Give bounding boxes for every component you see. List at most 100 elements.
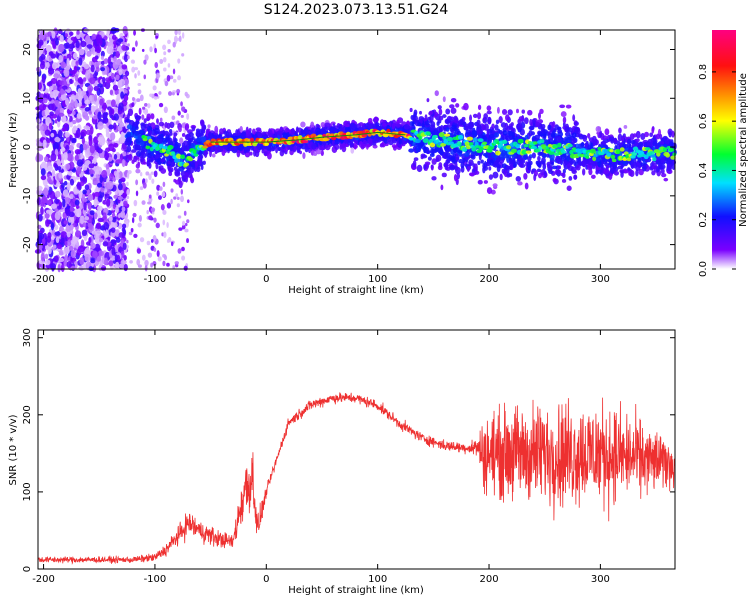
heatmap-cell <box>457 149 463 154</box>
heatmap-cell <box>163 51 167 56</box>
heatmap-cell <box>446 159 451 164</box>
heatmap-cell <box>141 152 147 159</box>
heatmap-cell <box>54 198 60 204</box>
heatmap-cell <box>237 146 244 151</box>
heatmap-cell <box>58 251 64 256</box>
heatmap-cell <box>140 141 145 146</box>
heatmap-cell <box>663 177 669 182</box>
heatmap-cell <box>97 111 102 120</box>
heatmap-cell <box>50 222 55 231</box>
heatmap-cell <box>110 239 117 244</box>
heatmap-cell <box>436 121 440 126</box>
heatmap-cell <box>505 165 511 170</box>
heatmap-cell <box>411 121 415 127</box>
heatmap-cell <box>45 209 52 214</box>
heatmap-cell <box>177 58 181 64</box>
heatmap-cell <box>83 77 87 82</box>
heatmap-cell <box>488 174 494 180</box>
heatmap-cell <box>666 163 672 172</box>
heatmap-cell <box>88 237 92 244</box>
heatmap-cell <box>159 58 164 65</box>
heatmap-cell <box>180 195 185 203</box>
heatmap-cell <box>630 140 636 145</box>
heatmap-cell <box>78 48 85 56</box>
heatmap-cell <box>106 28 110 36</box>
heatmap-cell <box>129 260 133 264</box>
heatmap-cell <box>266 146 273 151</box>
heatmap-cell <box>68 161 75 170</box>
heatmap-cell <box>181 32 185 39</box>
heatmap-cell <box>121 159 126 168</box>
heatmap-cell <box>144 148 148 153</box>
heatmap-cell <box>524 182 529 190</box>
heatmap-cell <box>69 121 74 128</box>
heatmap-cell <box>223 143 229 150</box>
heatmap-cell <box>160 204 165 211</box>
heatmap-cell <box>74 148 81 155</box>
heatmap-cell <box>572 114 576 122</box>
heatmap-cell <box>445 108 451 115</box>
heatmap-cell <box>601 157 606 163</box>
heatmap-cell <box>171 115 176 121</box>
heatmap-cell <box>580 142 584 149</box>
heatmap-cell <box>557 165 562 170</box>
heatmap-cell <box>76 208 82 218</box>
heatmap-cell <box>409 107 413 113</box>
heatmap-cell <box>42 97 48 104</box>
heatmap-cell <box>126 131 132 138</box>
heatmap-cell <box>158 102 164 108</box>
heatmap-cell <box>121 206 126 212</box>
heatmap-cell <box>177 75 182 81</box>
heatmap-cell <box>413 119 420 124</box>
heatmap-cell <box>46 81 53 87</box>
heatmap-cell <box>106 99 113 105</box>
heatmap-cell <box>57 129 63 139</box>
heatmap-cell <box>97 217 104 223</box>
heatmap-cell <box>627 139 632 145</box>
heatmap-cell <box>166 222 169 228</box>
heatmap-cell <box>324 122 331 128</box>
heatmap-cell <box>166 262 170 267</box>
heatmap-cell <box>37 82 43 90</box>
heatmap-cell <box>111 34 117 41</box>
heatmap-cell <box>50 153 57 162</box>
heatmap-cell <box>79 78 84 85</box>
heatmap-cell <box>84 184 90 191</box>
heatmap-cell <box>472 113 478 119</box>
heatmap-cell <box>72 110 76 115</box>
heatmap-cell <box>188 139 192 148</box>
heatmap-cell <box>320 122 326 128</box>
heatmap-cell <box>83 63 90 69</box>
heatmap-cell <box>167 63 171 68</box>
heatmap-cell <box>147 252 153 258</box>
heatmap-cell <box>571 132 577 139</box>
heatmap-cell <box>162 181 166 188</box>
heatmap-cell <box>180 101 183 107</box>
heatmap-cell <box>603 168 610 175</box>
heatmap-cell <box>170 188 174 193</box>
heatmap-cell <box>584 142 588 148</box>
heatmap-cell <box>122 151 127 157</box>
heatmap-cell <box>79 257 85 266</box>
heatmap-cell <box>592 161 596 170</box>
heatmap-cell <box>115 74 120 81</box>
heatmap-cell <box>511 158 516 165</box>
heatmap-cell <box>60 93 67 101</box>
heatmap-cell <box>444 152 451 159</box>
heatmap-cell <box>454 162 458 168</box>
heatmap-cell <box>517 181 523 186</box>
heatmap-cell <box>641 164 647 172</box>
heatmap-cell <box>64 197 71 204</box>
heatmap-cell <box>115 261 120 269</box>
heatmap-cell <box>55 37 59 46</box>
heatmap-cell <box>416 164 423 173</box>
heatmap-cell <box>538 131 543 137</box>
heatmap-cell <box>82 111 88 120</box>
heatmap-cell <box>510 122 514 127</box>
heatmap-cell <box>452 152 456 158</box>
heatmap-cell <box>488 133 495 139</box>
heatmap-cell <box>123 254 127 261</box>
heatmap-cell <box>90 258 96 264</box>
heatmap-cell <box>184 172 189 180</box>
